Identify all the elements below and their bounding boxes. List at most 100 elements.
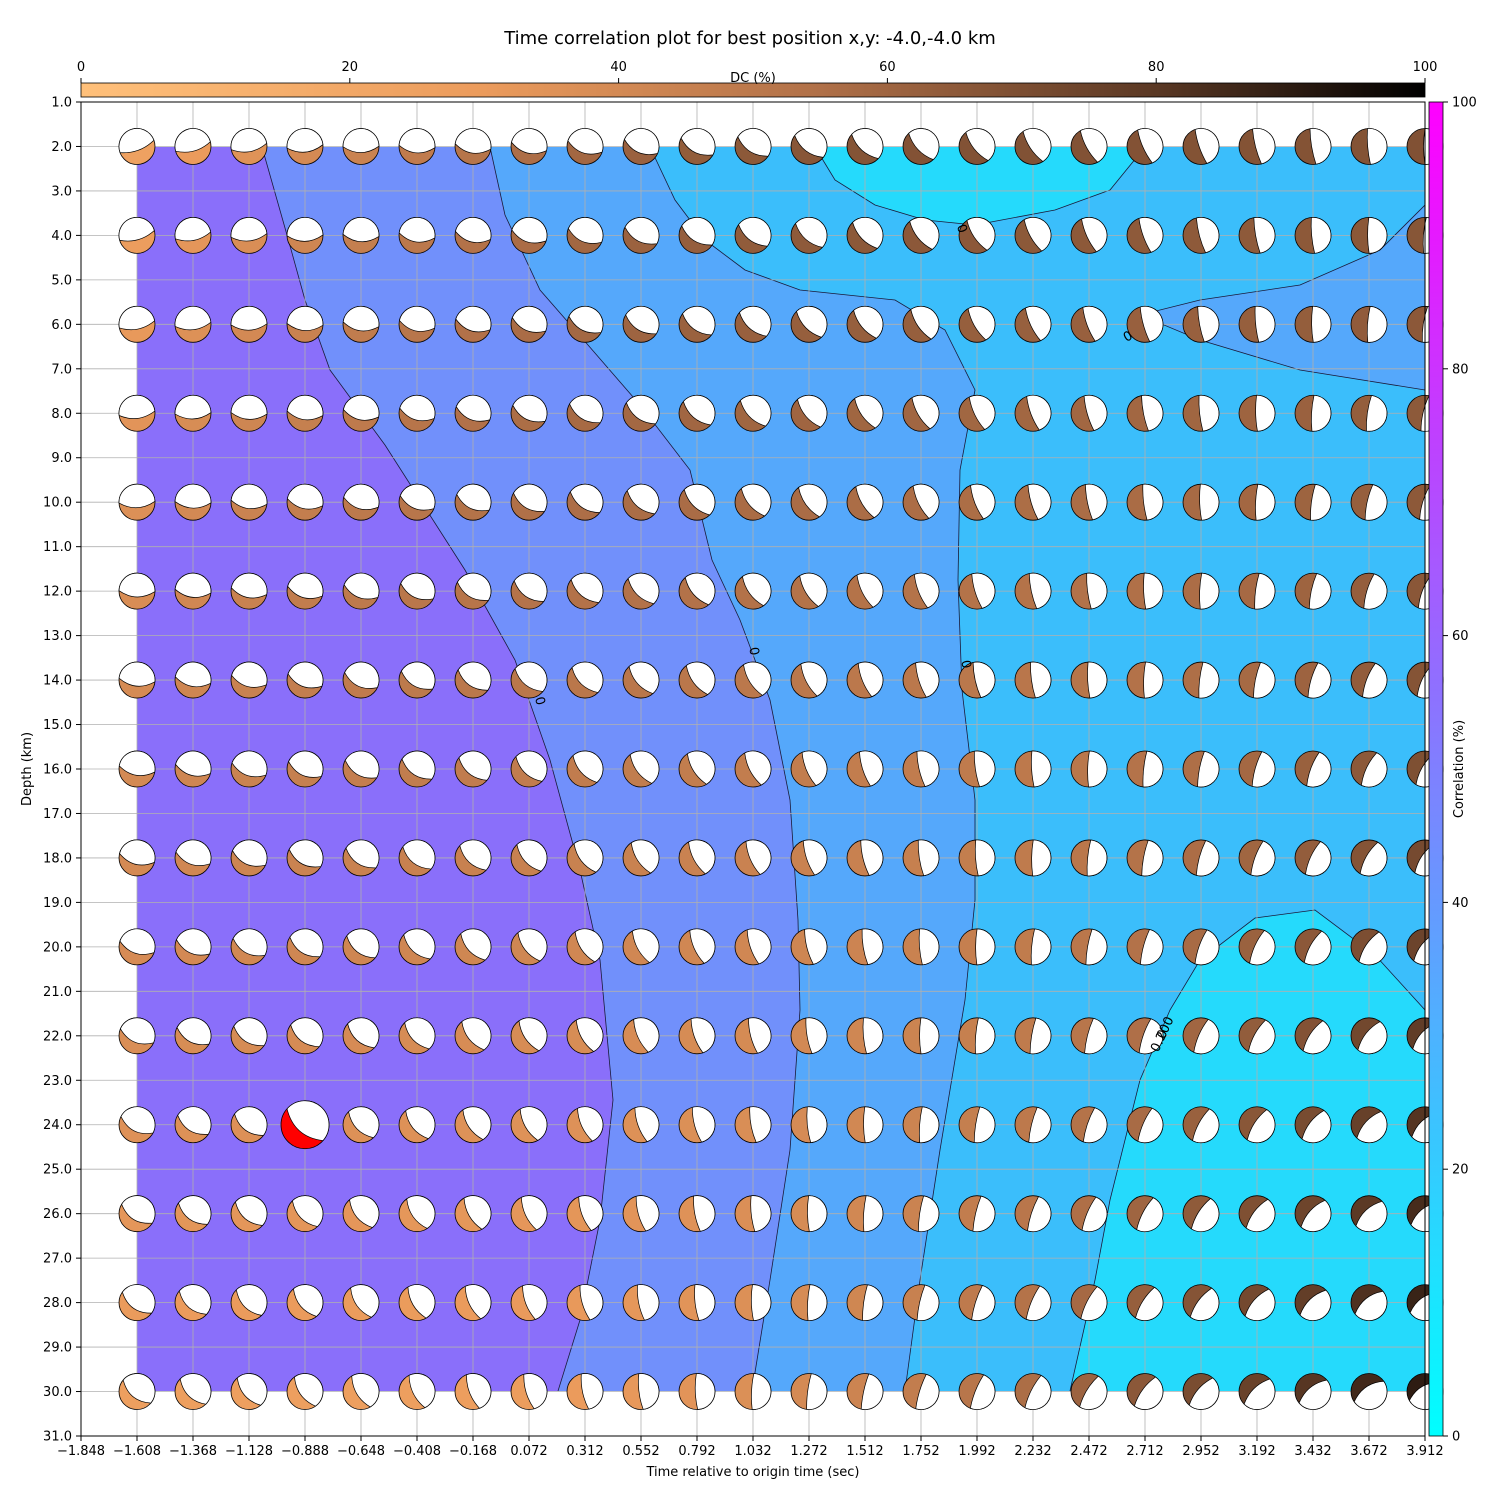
beachball [342, 750, 380, 788]
beachball [118, 1373, 156, 1410]
beachball [958, 839, 996, 877]
beachball [1238, 305, 1276, 343]
beachball [1294, 1106, 1332, 1144]
beachball [1014, 1017, 1052, 1055]
beachball [902, 1284, 940, 1321]
beachball [1070, 1284, 1108, 1321]
beachball [398, 305, 436, 343]
beachball [902, 216, 940, 254]
contour-line-2 [649, 146, 976, 1392]
beachball [846, 128, 884, 165]
beachball [398, 928, 436, 966]
beachball [1182, 750, 1220, 788]
beachball [1294, 128, 1332, 165]
beachball [1070, 1017, 1108, 1055]
beachball [958, 1195, 996, 1233]
beachball [454, 928, 492, 966]
beachball [1350, 750, 1388, 788]
beachball [1014, 1284, 1052, 1321]
beachball [286, 483, 324, 521]
beachball [174, 216, 212, 254]
beachball [230, 661, 268, 699]
beachball [286, 572, 324, 610]
beachball [510, 661, 548, 699]
beachball [1350, 1017, 1388, 1055]
beachball [118, 572, 156, 610]
beachball [1238, 750, 1276, 788]
beachball [622, 1284, 660, 1321]
beachball [1350, 839, 1388, 877]
beachball [174, 572, 212, 610]
beachball [1070, 394, 1108, 432]
dc-tick-label: 60 [879, 60, 896, 75]
beachball [734, 128, 772, 165]
beachball [1070, 216, 1108, 254]
corr-tick-label: 20 [1452, 1163, 1469, 1178]
beachball [790, 483, 828, 521]
beachball [678, 928, 716, 966]
beachball [342, 1106, 380, 1144]
contour-label: 0 [957, 659, 973, 670]
beachball [398, 1106, 436, 1144]
beachball [902, 928, 940, 966]
beachball [342, 305, 380, 343]
beachball [622, 1195, 660, 1233]
beachball [678, 661, 716, 699]
beachball [1126, 661, 1164, 699]
y-tick-label: 2.0 [51, 140, 72, 155]
beachball [1238, 1106, 1276, 1144]
y-tick-label: 6.0 [51, 318, 72, 333]
beachball [846, 572, 884, 610]
beachball [454, 750, 492, 788]
beachball [734, 1017, 772, 1055]
x-axis-ticks: −1.848 −1.608 −1.368 −1.128 −0.888 −0.648 −0.4… [57, 1436, 1444, 1459]
x-tick-label: 3.912 [1406, 1444, 1443, 1459]
beachball [958, 305, 996, 343]
y-tick-label: 19.0 [43, 896, 72, 911]
beachball [1294, 661, 1332, 699]
beachball [1350, 1195, 1388, 1233]
beachball [958, 216, 996, 254]
beachball [790, 1284, 828, 1321]
beachball [1126, 1017, 1164, 1055]
contour-line-1 [489, 146, 801, 1392]
beachball [958, 1017, 996, 1055]
beachball [1294, 483, 1332, 521]
beachball [1182, 128, 1220, 165]
beachball [398, 394, 436, 432]
beachball [1350, 1106, 1388, 1144]
y-tick-label: 26.0 [43, 1207, 72, 1222]
beachball [230, 1106, 268, 1144]
beachball [790, 750, 828, 788]
beachball [1294, 572, 1332, 610]
beachball [790, 839, 828, 877]
beachball [846, 305, 884, 343]
y-tick-label: 28.0 [43, 1296, 72, 1311]
beachball [1126, 1284, 1164, 1321]
beachball [1126, 928, 1164, 966]
beachball [566, 394, 604, 432]
beachball [1126, 1373, 1164, 1410]
beachball [454, 1195, 492, 1233]
beachball [1294, 928, 1332, 966]
y-tick-label: 16.0 [43, 763, 72, 778]
x-tick-label: 1.752 [902, 1444, 939, 1459]
beachball [566, 839, 604, 877]
beachball [454, 839, 492, 877]
beachball [342, 1195, 380, 1233]
beachball [846, 216, 884, 254]
beachball [678, 1195, 716, 1233]
beachball [1238, 839, 1276, 877]
beachball [1070, 1106, 1108, 1144]
beachball [566, 1106, 604, 1144]
y-tick-label: 4.0 [51, 229, 72, 244]
beachball [454, 1106, 492, 1144]
beachball [118, 1106, 156, 1144]
beachball [734, 661, 772, 699]
contour-label: 0 [531, 695, 548, 707]
beachball [118, 1017, 156, 1055]
beachball [1350, 928, 1388, 966]
beachball [286, 928, 324, 966]
beachball [118, 1284, 156, 1321]
